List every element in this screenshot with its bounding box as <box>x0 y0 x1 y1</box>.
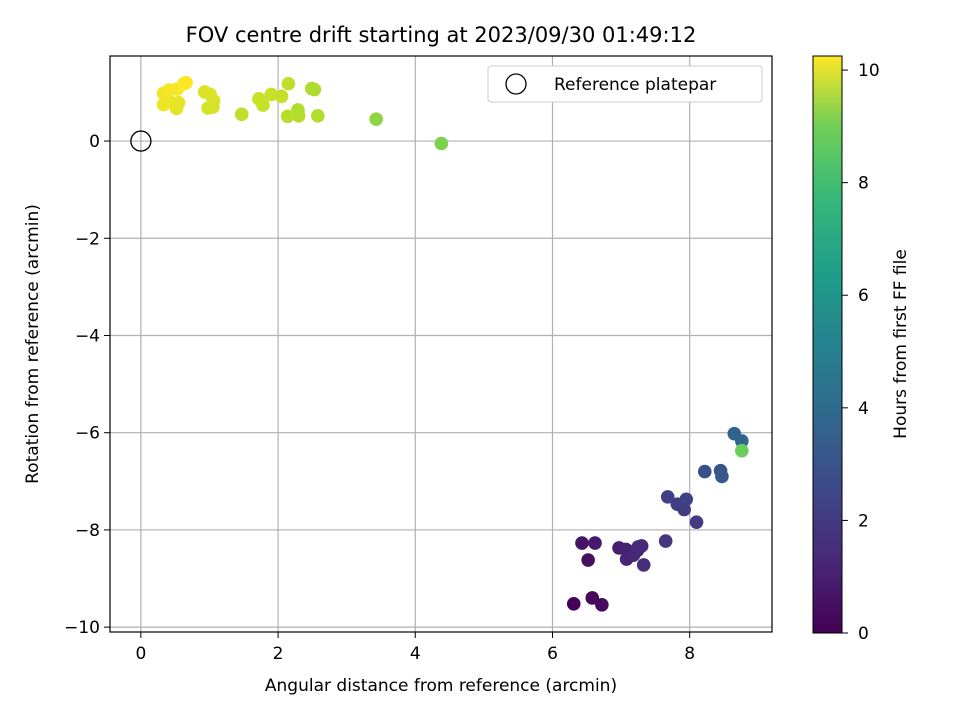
colorbar-ticks: 0 2 4 6 8 10 <box>842 61 880 644</box>
data-point-20 <box>697 464 712 479</box>
data-point-33 <box>307 82 322 97</box>
colorbar-tick-label: 2 <box>858 511 869 531</box>
data-point-28 <box>311 108 325 123</box>
data-point-0 <box>566 597 581 611</box>
x-axis-ticks: 0 2 4 6 8 <box>135 632 695 664</box>
colorbar-tick-label: 0 <box>858 624 869 644</box>
colorbar-tick-label: 8 <box>858 174 869 194</box>
data-point-30 <box>291 103 305 117</box>
data-point-25 <box>735 443 749 458</box>
data-point-44 <box>197 85 212 99</box>
reference-marker-layer <box>130 130 152 152</box>
data-point-3 <box>581 553 595 567</box>
plot-frame <box>109 55 773 633</box>
data-point-13 <box>636 558 651 572</box>
data-point-39 <box>274 89 289 104</box>
data-point-2 <box>595 597 609 612</box>
data-point-31 <box>280 109 295 124</box>
data-point-17 <box>677 502 691 517</box>
data-point-18 <box>679 492 694 507</box>
colorbar-tick-label: 6 <box>858 286 869 306</box>
x-tick-label: 6 <box>547 644 558 664</box>
colorbar <box>812 55 843 634</box>
x-tick-label: 4 <box>410 644 421 664</box>
data-point-15 <box>660 490 675 504</box>
data-point-26 <box>434 136 449 151</box>
x-tick-label: 8 <box>684 644 695 664</box>
y-axis-ticks: −10 −8 −6 −4 −2 0 <box>64 132 110 638</box>
legend-box <box>487 65 763 103</box>
data-point-34 <box>281 76 296 91</box>
data-point-37 <box>256 98 270 112</box>
reference-platepar-marker <box>130 130 152 152</box>
data-point-12 <box>631 540 646 554</box>
data-point-24 <box>735 434 749 448</box>
y-tick-label: −8 <box>75 521 100 541</box>
data-point-1 <box>585 591 600 605</box>
data-point-53 <box>179 75 193 90</box>
x-tick-label: 0 <box>135 644 146 664</box>
colorbar-label: Hours from first FF file <box>891 249 911 439</box>
data-point-5 <box>588 536 602 550</box>
legend-open-circle-marker <box>505 73 527 95</box>
y-tick-label: −4 <box>75 326 100 346</box>
data-point-38 <box>264 87 279 102</box>
data-point-22 <box>715 469 729 484</box>
data-point-27 <box>369 112 383 126</box>
data-point-35 <box>234 107 249 122</box>
data-points <box>156 75 749 612</box>
data-point-14 <box>658 534 673 548</box>
y-axis-label: Rotation from reference (arcmin) <box>23 204 43 484</box>
chart-title: FOV centre drift starting at 2023/09/30 … <box>186 23 697 47</box>
data-point-48 <box>156 97 171 112</box>
y-tick-label: −2 <box>75 229 100 249</box>
legend: Reference platepar <box>487 65 763 103</box>
y-tick-label: −10 <box>64 618 100 638</box>
legend-label: Reference platepar <box>554 75 716 95</box>
x-tick-label: 2 <box>273 644 284 664</box>
y-tick-label: −6 <box>75 424 100 444</box>
x-axis-label: Angular distance from reference (arcmin) <box>265 676 617 696</box>
grid-lines <box>110 56 772 632</box>
y-tick-label: 0 <box>89 132 100 152</box>
colorbar-tick-label: 4 <box>858 399 869 419</box>
data-point-4 <box>575 536 589 550</box>
colorbar-tick-label: 10 <box>858 61 880 81</box>
data-point-19 <box>689 515 704 529</box>
